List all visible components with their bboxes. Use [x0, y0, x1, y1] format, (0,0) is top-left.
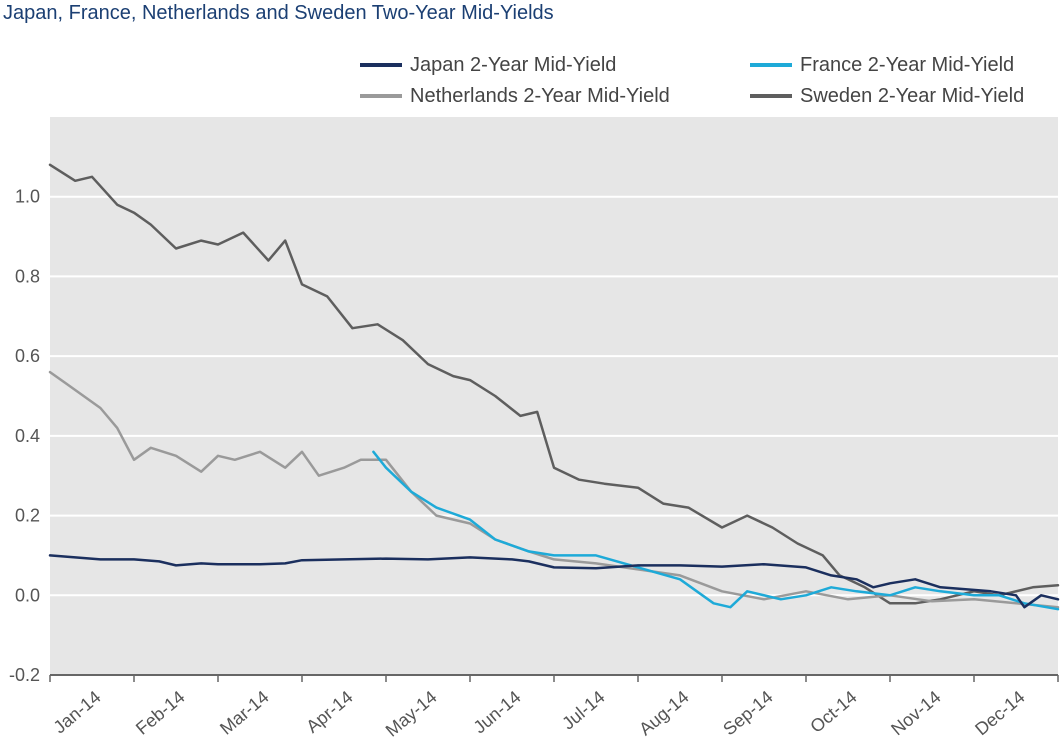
legend-swatch-netherlands [360, 94, 402, 98]
legend-item-netherlands: Netherlands 2-Year Mid-Yield [360, 85, 670, 107]
x-tick-label: Oct-14 [806, 687, 860, 737]
legend-item-japan: Japan 2-Year Mid-Yield [360, 54, 616, 76]
y-tick-label: 0.4 [15, 426, 40, 446]
y-tick-label: 0.2 [15, 506, 40, 526]
y-tick-label: 0.8 [15, 266, 40, 286]
y-tick-label: 0.0 [15, 585, 40, 605]
y-axis: -0.2 0.0 0.2 0.4 0.6 0.8 1.0 [9, 187, 40, 685]
series-line-3 [48, 163, 1060, 605]
chart-title: Japan, France, Netherlands and Sweden Tw… [3, 2, 554, 24]
legend-swatch-japan [360, 63, 402, 67]
x-tick-label: Apr-14 [302, 687, 356, 737]
x-tick-label: Nov-14 [887, 687, 944, 740]
x-tick-label: Aug-14 [635, 687, 692, 740]
y-tick-label: -0.2 [9, 665, 40, 685]
legend-label-netherlands: Netherlands 2-Year Mid-Yield [410, 84, 670, 107]
legend-swatch-sweden [750, 94, 792, 98]
x-axis: Jan-14 Feb-14 Mar-14 Apr-14 May-14 Jun-14 Jul-… [49, 674, 1059, 741]
series-line-1 [372, 450, 1060, 611]
legend-swatch-france [750, 63, 792, 67]
y-tick-label: 1.0 [15, 187, 40, 207]
legend-item-france: France 2-Year Mid-Yield [750, 54, 1014, 76]
x-tick-label: Jul-14 [558, 687, 608, 734]
x-tick-label: Dec-14 [971, 687, 1028, 740]
series-lines [48, 163, 1060, 611]
x-tick-label: May-14 [382, 687, 441, 741]
x-tick-label: Jan-14 [50, 687, 105, 738]
legend-label-sweden: Sweden 2-Year Mid-Yield [800, 84, 1025, 107]
x-tick-label: Sep-14 [719, 687, 776, 740]
x-tick-label: Mar-14 [216, 687, 273, 739]
x-tick-label: Feb-14 [132, 687, 189, 739]
legend-label-japan: Japan 2-Year Mid-Yield [410, 53, 617, 76]
legend-item-sweden: Sweden 2-Year Mid-Yield [750, 85, 1024, 107]
series-line-0 [48, 554, 1060, 609]
gridlines [50, 195, 1058, 597]
x-tick-label: Jun-14 [470, 687, 525, 738]
y-tick-label: 0.6 [15, 346, 40, 366]
plot-area [50, 117, 1058, 675]
legend-label-france: France 2-Year Mid-Yield [800, 53, 1015, 76]
